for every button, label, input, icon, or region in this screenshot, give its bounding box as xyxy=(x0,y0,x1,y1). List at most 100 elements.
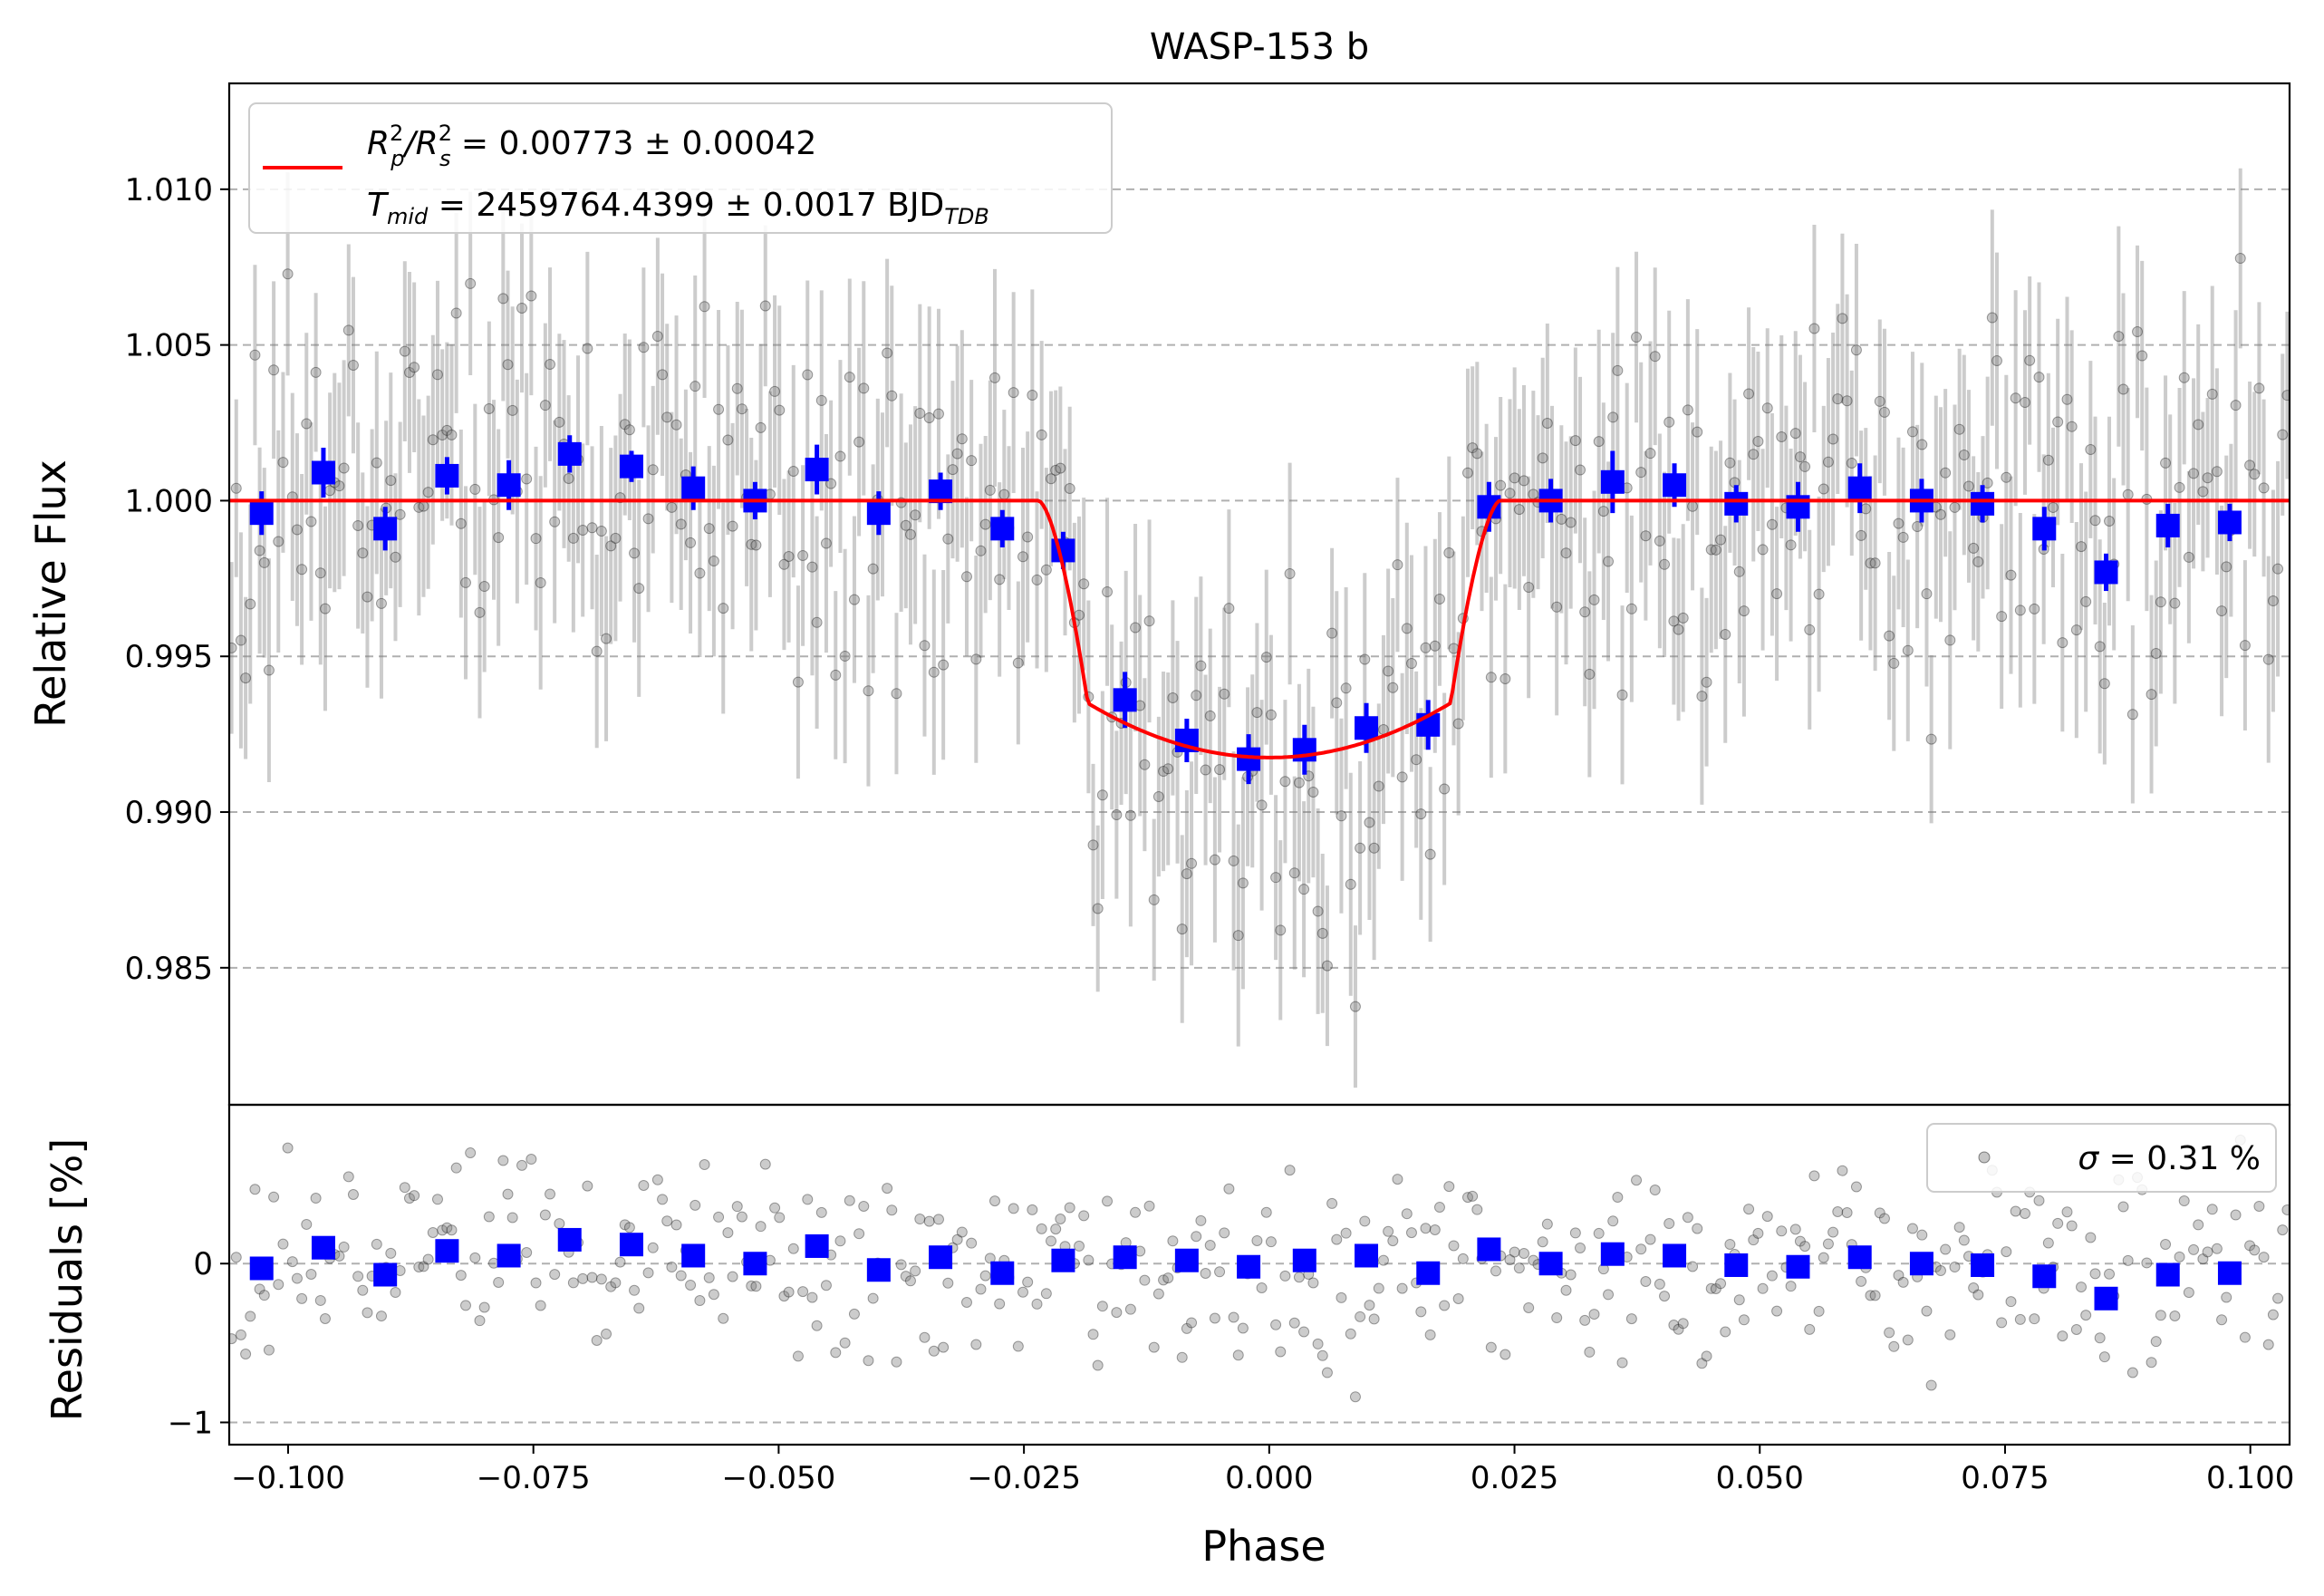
residual-point xyxy=(1471,1204,1483,1215)
residual-point xyxy=(830,1347,842,1359)
residual-point xyxy=(1884,1327,1895,1339)
residual-point xyxy=(647,1242,659,1253)
flux-point xyxy=(1878,406,1890,418)
flux-point xyxy=(399,345,410,357)
residual-point xyxy=(2057,1330,2068,1342)
flux-point xyxy=(371,457,382,469)
flux-point xyxy=(1850,344,1862,356)
flux-point xyxy=(347,359,359,371)
flux-point xyxy=(746,538,757,550)
residual-point xyxy=(1452,1293,1464,1305)
residual-point xyxy=(1804,1323,1816,1335)
residual-point xyxy=(1808,1170,1820,1182)
residual-binned-point xyxy=(1051,1248,1075,1272)
flux-point xyxy=(229,642,237,653)
flux-point xyxy=(1733,566,1745,577)
flux-point xyxy=(516,302,528,314)
flux-legend-tmid: Tmid = 2459764.4399 ± 0.0017 BJDTDB xyxy=(367,187,989,229)
flux-binned-point xyxy=(990,517,1015,541)
flux-point xyxy=(1349,1001,1361,1012)
residual-point xyxy=(1649,1185,1661,1196)
flux-y-tick-label: 0.995 xyxy=(125,639,213,675)
residual-point xyxy=(1720,1326,1731,1338)
flux-point xyxy=(1050,464,1062,476)
flux-point xyxy=(2155,596,2166,608)
flux-point xyxy=(951,448,963,459)
residual-point xyxy=(708,1289,719,1301)
flux-point xyxy=(1888,657,1900,669)
flux-point xyxy=(651,331,663,343)
x-axis-ticks: −0.100 −0.075 −0.050 −0.025 0.000 0.025 0.050 0… xyxy=(231,1445,2294,1496)
flux-point xyxy=(595,525,607,537)
flux-point xyxy=(1556,513,1567,525)
flux-point xyxy=(1837,313,1848,324)
flux-point xyxy=(731,382,743,394)
flux-y-tick-label: 0.990 xyxy=(125,795,213,831)
residual-binned-point xyxy=(929,1245,953,1270)
residual-point xyxy=(1813,1305,1825,1317)
residual-point xyxy=(759,1158,771,1170)
flux-point xyxy=(984,484,996,496)
residual-point xyxy=(1668,1320,1680,1331)
residual-point xyxy=(960,1296,972,1308)
flux-point xyxy=(2262,653,2274,665)
residual-point xyxy=(2216,1314,2228,1326)
flux-point xyxy=(277,457,289,469)
residual-point xyxy=(1448,1240,1460,1252)
residual-point xyxy=(1364,1300,1375,1311)
residuals-axes-frame xyxy=(227,1103,2291,1446)
residual-point xyxy=(235,1329,246,1340)
residual-point xyxy=(2098,1351,2110,1363)
flux-point xyxy=(1832,393,1844,405)
flux-point xyxy=(1537,452,1548,464)
flux-point xyxy=(792,676,804,688)
residual-point xyxy=(413,1262,425,1273)
flux-point xyxy=(469,483,481,495)
tmid-tdb-sub: TDB xyxy=(944,204,989,229)
residual-point xyxy=(254,1283,265,1295)
residual-point xyxy=(966,1237,978,1249)
flux-point xyxy=(1411,754,1422,766)
residual-point xyxy=(1519,1247,1530,1259)
residual-point xyxy=(787,1243,799,1254)
flux-point xyxy=(2197,486,2209,498)
residual-point xyxy=(1537,1236,1548,1248)
residual-point xyxy=(2042,1237,2054,1249)
residual-point xyxy=(333,1250,345,1262)
residual-point xyxy=(2104,1268,2116,1280)
flux-y-tick-label: 1.000 xyxy=(125,483,213,519)
flux-point xyxy=(1635,467,1647,479)
residual-point xyxy=(2178,1195,2190,1207)
flux-point xyxy=(427,434,439,446)
flux-binned-points xyxy=(249,441,2242,771)
flux-binned-point xyxy=(2155,513,2180,537)
residual-point xyxy=(1439,1300,1451,1311)
residual-point xyxy=(1940,1243,1952,1255)
x-tick-label: −0.075 xyxy=(477,1460,591,1496)
residual-point xyxy=(1143,1200,1155,1212)
residual-binned-point xyxy=(1847,1245,1872,1270)
flux-point xyxy=(263,664,275,676)
flux-point xyxy=(956,433,968,445)
residual-point xyxy=(783,1286,795,1298)
flux-point xyxy=(2244,459,2256,471)
residual-binned-point xyxy=(1292,1248,1316,1272)
flux-point xyxy=(1982,477,1993,488)
residual-point xyxy=(399,1182,410,1194)
residual-point xyxy=(731,1201,743,1213)
residual-point xyxy=(1682,1212,1693,1224)
flux-binned-point xyxy=(1847,476,1872,500)
residual-point xyxy=(2221,1291,2232,1303)
flux-point xyxy=(811,616,823,628)
flux-point xyxy=(1158,766,1170,778)
residual-point xyxy=(493,1276,505,1288)
flux-point xyxy=(2253,382,2265,394)
residual-point xyxy=(549,1269,561,1281)
residual-point xyxy=(1195,1214,1207,1226)
flux-point xyxy=(2211,466,2223,478)
flux-point xyxy=(1720,629,1731,641)
flux-point xyxy=(2234,253,2246,265)
flux-point xyxy=(2005,569,2017,581)
flux-point xyxy=(1260,652,1272,663)
residual-point xyxy=(2249,1244,2261,1256)
